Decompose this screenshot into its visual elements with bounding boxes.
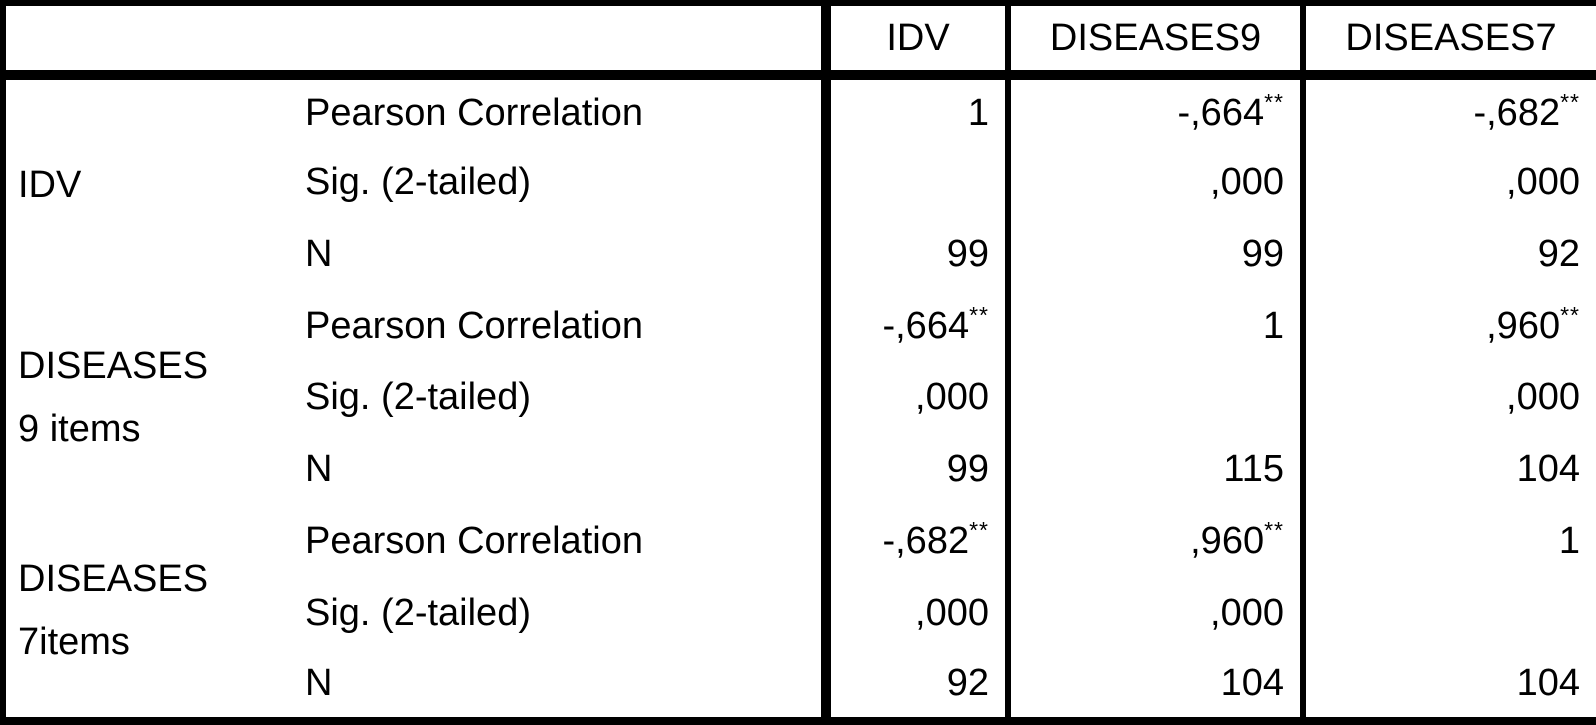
cell-value: 104 xyxy=(1516,661,1580,704)
stat-label: Sig. (2-tailed) xyxy=(303,577,831,650)
value-cell: -,664** xyxy=(1008,75,1306,147)
corner-empty-cell xyxy=(3,3,831,80)
cell-value: -,682 xyxy=(882,519,970,562)
value-cell: -,682** xyxy=(826,505,1011,578)
group-label-line1: IDV xyxy=(18,163,82,206)
stat-label: N xyxy=(303,649,831,721)
value-cell: 1 xyxy=(1008,290,1306,363)
value-cell: ,000 xyxy=(1008,577,1306,650)
table-row: N 92 104 104 xyxy=(3,649,1596,721)
value-cell: 115 xyxy=(1008,433,1306,506)
group-label-diseases7: DISEASES 7items xyxy=(3,506,303,721)
stat-label: Sig. (2-tailed) xyxy=(303,146,831,219)
cell-value: ,000 xyxy=(1210,591,1284,634)
value-cell: ,000 xyxy=(1303,362,1596,434)
cell-value: ,960 xyxy=(1486,304,1561,347)
value-cell: ,000 xyxy=(826,362,1011,434)
cell-value: -,682 xyxy=(1473,91,1561,134)
table-row: IDV Pearson Correlation 1 -,664** -,682*… xyxy=(3,75,1596,206)
column-header-diseases7: DISEASES7 xyxy=(1303,3,1596,80)
significance-stars: ** xyxy=(1560,88,1580,115)
cell-value: ,000 xyxy=(1506,161,1580,204)
table-row: DISEASES 9 items Pearson Correlation -,6… xyxy=(3,290,1596,450)
table-row: DISEASES 7items Pearson Correlation -,68… xyxy=(3,505,1596,663)
value-cell xyxy=(1303,577,1596,649)
value-cell: 1 xyxy=(1303,506,1596,578)
value-cell: 92 xyxy=(826,649,1011,721)
group-label-line2: 7items xyxy=(18,621,130,664)
value-cell xyxy=(826,146,1011,219)
value-cell: ,000 xyxy=(1008,146,1306,219)
significance-stars: ** xyxy=(1264,88,1284,115)
stat-label: Pearson Correlation xyxy=(303,505,831,578)
value-cell: ,000 xyxy=(826,577,1011,650)
value-cell: -,682** xyxy=(1303,75,1596,147)
cell-value: -,664 xyxy=(882,304,970,347)
table-row: Sig. (2-tailed) ,000 ,000 xyxy=(3,577,1596,650)
header-row: IDV DISEASES9 DISEASES7 xyxy=(3,3,1596,80)
value-cell: 99 xyxy=(826,218,1011,291)
value-cell: 104 xyxy=(1303,434,1596,506)
cell-value: 115 xyxy=(1223,448,1284,491)
value-cell: -,664** xyxy=(826,290,1011,363)
cell-value: 1 xyxy=(967,91,989,134)
cell-value: ,000 xyxy=(915,376,989,419)
cell-value: ,000 xyxy=(915,591,989,634)
significance-stars: ** xyxy=(1264,516,1284,543)
cell-value: 1 xyxy=(1558,519,1580,562)
cell-value: 92 xyxy=(946,661,989,704)
value-cell: 104 xyxy=(1008,649,1306,721)
value-cell: ,960** xyxy=(1303,290,1596,362)
stat-label: Pearson Correlation xyxy=(303,290,831,363)
cell-value: ,000 xyxy=(1210,161,1284,204)
group-label-line1: DISEASES xyxy=(18,558,209,601)
value-cell: 104 xyxy=(1303,649,1596,721)
cell-value: ,960 xyxy=(1190,519,1265,562)
group-label-line1: DISEASES xyxy=(18,344,209,387)
cell-value: 99 xyxy=(946,448,989,491)
cell-value: 104 xyxy=(1516,448,1580,491)
stat-label: N xyxy=(303,218,831,291)
group-label-line2: 9 items xyxy=(18,407,141,450)
value-cell: ,960** xyxy=(1008,505,1306,578)
table-row: N 99 99 92 xyxy=(3,218,1596,291)
value-cell xyxy=(1008,362,1306,434)
value-cell: 92 xyxy=(1303,219,1596,291)
significance-stars: ** xyxy=(1560,301,1580,328)
group-label-diseases9: DISEASES 9 items xyxy=(3,290,303,505)
cell-value: 92 xyxy=(1537,232,1580,275)
table-header: IDV DISEASES9 DISEASES7 xyxy=(3,3,1596,80)
stat-label: N xyxy=(303,433,831,506)
cell-value: 99 xyxy=(1241,232,1284,275)
cell-value: -,664 xyxy=(1177,91,1265,134)
value-cell: 1 xyxy=(826,75,1011,147)
value-cell: ,000 xyxy=(1303,147,1596,219)
stat-label: Sig. (2-tailed) xyxy=(303,362,831,434)
table-row: Sig. (2-tailed) ,000 ,000 xyxy=(3,146,1596,219)
table-row: Sig. (2-tailed) ,000 ,000 xyxy=(3,362,1596,434)
cell-value: 1 xyxy=(1262,304,1284,347)
significance-stars: ** xyxy=(969,301,989,328)
cell-value: 104 xyxy=(1220,661,1284,704)
cell-value: ,000 xyxy=(1506,376,1580,419)
column-header-diseases9: DISEASES9 xyxy=(1008,3,1306,80)
stat-label: Pearson Correlation xyxy=(303,75,831,147)
group-label-idv: IDV xyxy=(3,75,303,290)
column-header-idv: IDV xyxy=(826,3,1011,80)
value-cell: 99 xyxy=(826,433,1011,506)
value-cell: 99 xyxy=(1008,218,1306,291)
cell-value: 99 xyxy=(946,232,989,275)
table-body: IDV Pearson Correlation 1 -,664** -,682*… xyxy=(3,75,1596,721)
table-row: N 99 115 104 xyxy=(3,433,1596,506)
significance-stars: ** xyxy=(969,516,989,543)
